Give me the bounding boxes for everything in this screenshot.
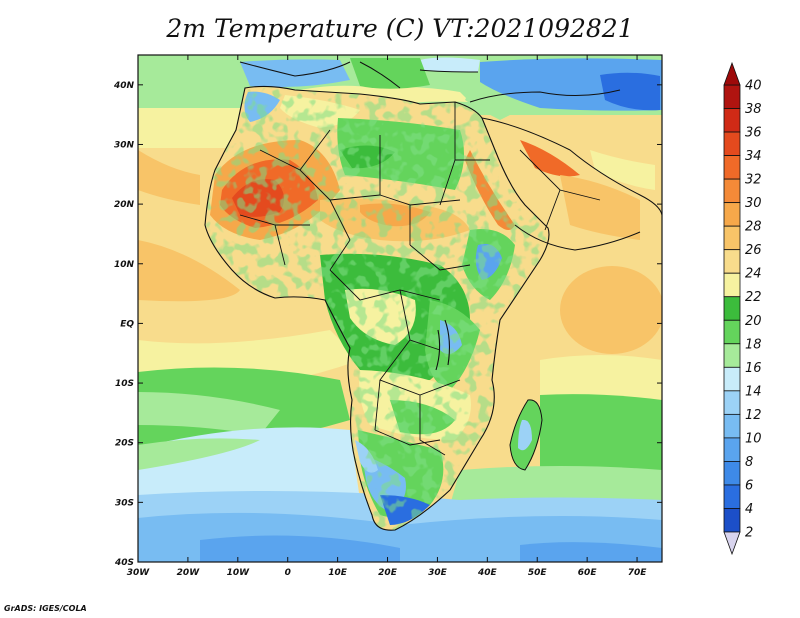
field-iberia-cool [240,59,350,88]
field-s-atlantic-light [138,392,280,435]
y-axis: 40N 30N 20N 10N EQ 10S 20S 30S 40S [113,81,662,568]
x-axis: 30W 20W 10W 0 10E 20E 30E 40E 50E 60E 70E [127,55,647,578]
field-southern-deep [200,535,400,562]
field-southern-deep2 [520,542,662,562]
colorbar-label: 8 [745,455,753,470]
colorbar-label: 22 [745,290,762,305]
colorbar-swatch [723,249,741,274]
madagascar-coastline [509,399,543,471]
colorbar-label: 20 [745,314,762,329]
colorbar-swatch [723,155,741,180]
colorbar-label: 40 [745,79,762,94]
arabia-borders [519,149,601,231]
y-tick-label: 10S [115,379,134,389]
colorbar-label: 12 [745,408,762,423]
field-guinea-warm [138,240,240,302]
colorbar-label: 26 [745,243,762,258]
colorbar-label: 18 [745,337,762,352]
colorbar-swatch [723,484,741,509]
credit-text: GrADS: IGES/COLA [4,604,87,613]
field-indian-warm [560,266,662,354]
x-tick-label: 30W [127,568,151,578]
colorbar-label: 6 [745,478,753,493]
colorbar-swatch [723,366,741,392]
y-tick-label: 30N [114,140,135,150]
x-tick-label: 20E [378,568,398,578]
x-tick-label: 70E [628,568,648,578]
x-tick-label: 20W [177,568,201,578]
field-madagascar-cool [518,419,532,451]
field-black-sea [420,57,480,72]
field-s-atlantic-light2 [138,438,260,470]
colorbar-label: 28 [745,220,762,235]
colorbar-label: 2 [745,526,753,541]
temperature-field [138,55,662,562]
colorbar-max-triangle [723,61,741,86]
colorbar-label: 16 [745,361,762,376]
colorbar-swatch [723,319,741,345]
field-s-indian-light [450,466,662,508]
colorbar-swatch [723,202,741,227]
field-indian-green [540,394,662,470]
colorbar-label: 10 [745,431,762,446]
colorbar-swatch [723,413,741,439]
map-frame [137,54,663,563]
colorbar-label: 24 [745,267,762,282]
colorbar-label: 36 [745,126,762,141]
colorbar-swatch [723,461,741,486]
colorbar-label: 34 [745,149,762,164]
colorbar-label: 14 [745,384,762,399]
colorbar-swatch [723,508,741,533]
y-tick-label: 10N [114,260,135,270]
colorbar-swatch [723,390,741,415]
field-arabia-south [560,175,640,240]
field-zagros-cold [600,72,660,111]
y-tick-label: 20N [114,200,135,210]
europe-coastline [239,61,621,103]
colorbar-swatch [723,225,741,251]
x-tick-label: 50E [528,568,548,578]
colorbar-label: 38 [745,102,762,117]
y-tick-label: 20S [115,439,134,449]
colorbar-min-triangle [723,531,741,556]
country-borders [239,129,471,456]
colorbar-swatch [723,343,741,368]
x-tick-label: 0 [285,568,291,578]
colorbar-swatch [723,296,741,321]
field-levant [465,90,520,120]
map-title: 2m Temperature (C) VT:2021092821 [166,14,634,43]
y-tick-label: EQ [120,319,134,329]
arabia-coastline [481,117,662,216]
colorbar-swatch [723,84,741,109]
x-tick-label: 40E [477,568,498,578]
colorbar-label: 30 [745,196,762,211]
colorbar-swatch [723,178,741,204]
y-tick-label: 40S [114,558,134,568]
x-tick-label: 30E [428,568,448,578]
arabia-south-coastline [514,224,641,251]
colorbar: 40 38 36 34 32 30 28 26 24 22 20 18 16 14 12 10 8 6 4 2 [723,61,762,556]
colorbar-label: 4 [745,502,753,517]
field-gulf-hot [520,140,580,177]
y-tick-label: 30S [115,498,134,508]
colorbar-swatch [723,272,741,298]
x-tick-label: 10W [227,568,251,578]
field-iran-coast [590,150,655,190]
land-texture [205,86,549,531]
colorbar-swatch [723,437,741,462]
colorbar-swatch [723,108,741,133]
great-lakes-outline [435,319,451,371]
africa-coastline [204,85,550,531]
y-tick-label: 40N [113,81,135,91]
colorbar-swatch [723,131,741,156]
colorbar-label: 32 [745,173,762,188]
field-italy-green [350,58,430,89]
field-canary-warm [138,150,200,205]
x-tick-label: 60E [578,568,598,578]
x-tick-label: 10E [328,568,348,578]
egypt-sudan-borders [439,102,490,206]
